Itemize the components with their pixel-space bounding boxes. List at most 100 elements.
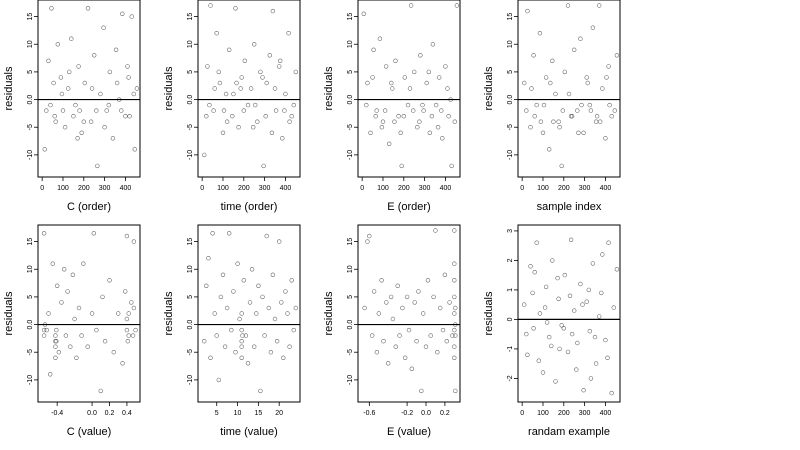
data-point <box>433 102 439 108</box>
data-point <box>565 3 571 8</box>
data-point <box>218 294 224 300</box>
data-point <box>202 339 207 344</box>
data-point <box>134 86 140 91</box>
panel-2: 0 100 200 300 400 -10 -5 0.0 5 10 15 time (order) re… <box>163 0 301 213</box>
data-point <box>408 3 414 8</box>
data-point <box>54 327 59 333</box>
data-point <box>412 300 417 305</box>
data-point <box>559 323 564 328</box>
y-tick-label: 0.0 <box>27 95 34 105</box>
x-tick-label: 100 <box>217 185 229 192</box>
data-point <box>561 326 566 331</box>
data-point <box>534 102 539 108</box>
data-point <box>435 350 440 355</box>
data-point <box>255 119 260 124</box>
data-point <box>262 333 267 338</box>
y-tick-label: 2 <box>507 258 514 262</box>
y-tick-label: -5 <box>187 349 194 355</box>
data-point <box>587 329 592 334</box>
y-tick-label: 15 <box>27 238 34 246</box>
data-point <box>270 272 276 277</box>
data-point <box>402 75 407 80</box>
data-point <box>115 311 121 316</box>
data-point <box>540 370 546 375</box>
data-point <box>65 86 71 91</box>
data-point <box>397 333 402 338</box>
data-point <box>424 80 429 86</box>
data-point <box>550 58 555 63</box>
data-point <box>239 339 244 344</box>
data-point <box>280 136 285 141</box>
data-point <box>59 91 65 97</box>
data-point <box>420 102 425 108</box>
data-point <box>590 261 596 266</box>
data-point <box>204 113 209 119</box>
data-point <box>95 163 100 169</box>
y-axis-label: residuals <box>163 66 175 111</box>
data-point <box>592 334 598 340</box>
x-tick-label: 200 <box>398 185 410 192</box>
data-point <box>452 119 457 124</box>
data-point <box>370 333 375 338</box>
data-point <box>106 102 112 108</box>
data-point <box>72 316 77 322</box>
data-point <box>50 261 55 266</box>
data-point <box>279 300 284 305</box>
data-point <box>267 53 272 58</box>
data-point <box>245 361 251 366</box>
data-point <box>412 69 417 75</box>
data-point <box>530 290 535 296</box>
data-point <box>208 3 213 8</box>
y-tick-label: -5 <box>507 124 514 130</box>
data-point <box>239 344 244 349</box>
data-point <box>124 316 130 322</box>
x-tick-label: 100 <box>377 185 389 192</box>
y-tick-label: 0.0 <box>347 320 354 330</box>
data-point <box>263 113 268 119</box>
data-point <box>445 86 450 91</box>
data-point <box>98 388 104 394</box>
data-point <box>124 327 130 333</box>
data-point <box>594 113 600 119</box>
data-point <box>68 344 73 349</box>
data-point <box>206 256 211 261</box>
data-point <box>65 289 70 294</box>
data-point <box>379 124 385 130</box>
data-point <box>453 388 458 394</box>
data-point <box>222 344 228 349</box>
data-point <box>289 278 294 283</box>
data-point <box>69 36 74 41</box>
data-point <box>212 86 217 91</box>
data-point <box>242 58 248 63</box>
x-tick-label: 0 <box>520 185 524 192</box>
data-point <box>49 6 54 11</box>
data-point <box>426 69 431 75</box>
x-tick-label: 20 <box>275 410 283 417</box>
x-tick-label: 300 <box>579 410 591 417</box>
y-tick-label: 10 <box>27 265 34 273</box>
data-point <box>541 102 547 108</box>
data-point <box>60 108 66 113</box>
data-point <box>371 47 376 52</box>
data-point <box>61 267 67 272</box>
data-point <box>452 344 457 349</box>
x-tick-label: 0.4 <box>122 410 132 417</box>
data-point <box>373 113 378 119</box>
x-tick-label: 0.2 <box>105 410 115 417</box>
data-point <box>277 239 282 244</box>
y-tick-label: 5 <box>187 295 194 299</box>
y-axis-label: residuals <box>323 291 335 336</box>
data-point <box>580 302 585 307</box>
data-point <box>56 350 62 355</box>
x-tick-label: 100 <box>57 185 69 192</box>
data-point <box>597 119 603 124</box>
x-tick-label: 0 <box>40 185 44 192</box>
data-point <box>567 293 573 298</box>
data-point <box>71 113 76 119</box>
data-point <box>452 327 457 333</box>
data-point <box>607 102 612 108</box>
data-point <box>560 108 565 113</box>
data-point <box>208 355 213 360</box>
data-point <box>261 163 266 169</box>
data-point <box>41 327 47 333</box>
